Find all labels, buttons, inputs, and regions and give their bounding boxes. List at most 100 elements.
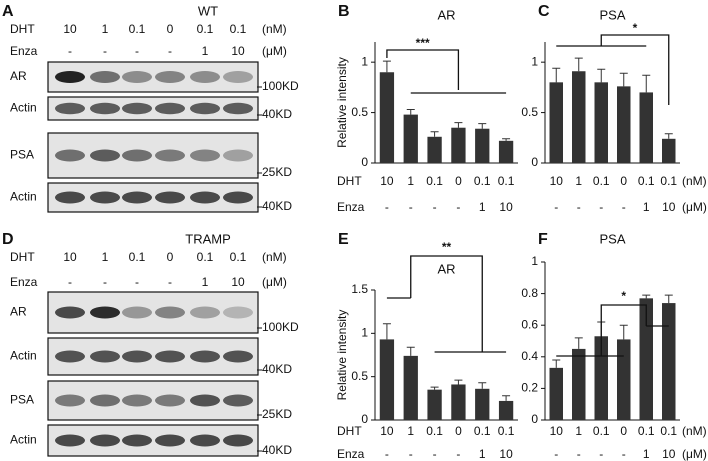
lane-label: 10: [63, 22, 77, 36]
x-tick-label: -: [554, 200, 558, 214]
lane-label: 0.1: [230, 250, 247, 264]
lane-label: 10: [63, 250, 77, 264]
blot-title: WT: [198, 3, 218, 18]
x-tick-label: 0.1: [474, 424, 491, 438]
x-tick-label: 0.1: [660, 424, 677, 438]
lane-label: 0.1: [230, 22, 247, 36]
error-bar: [406, 109, 415, 115]
blot-band: [190, 434, 220, 447]
protein-label: PSA: [10, 393, 34, 407]
y-tick-label: 1: [531, 254, 538, 268]
x-tick-label: 0.1: [593, 174, 610, 188]
x-tick-label: 0.1: [638, 424, 655, 438]
error-bar: [664, 133, 673, 139]
lane-label: -: [68, 44, 72, 58]
error-bar: [406, 346, 415, 356]
blot-band: [90, 394, 120, 407]
unit-label: (μM): [262, 44, 287, 58]
error-bar: [552, 359, 561, 368]
x-tick-label: -: [456, 200, 460, 214]
protein-label: Actin: [10, 101, 37, 115]
x-tick-label: -: [409, 447, 413, 461]
size-label: 40KD: [262, 107, 292, 121]
x-tick-label: 10: [380, 174, 394, 188]
blot-band: [190, 350, 220, 363]
blot-band: [55, 102, 85, 115]
blot-band: [155, 350, 185, 363]
x-tick-label: -: [577, 447, 581, 461]
blot-band: [122, 394, 152, 407]
blot-band: [223, 71, 253, 83]
blot-band: [223, 149, 253, 162]
lane-label: 10: [231, 275, 245, 289]
y-tick-label: 0.5: [351, 105, 368, 119]
unit-label: (μM): [682, 200, 707, 214]
blot-band: [223, 102, 253, 115]
blot-band: [122, 350, 152, 363]
x-tick-label: 0: [620, 174, 627, 188]
bar: [451, 384, 466, 420]
error-bar: [574, 57, 583, 72]
unit-label: (nM): [262, 250, 287, 264]
x-tick-label: -: [385, 200, 389, 214]
blot-band: [55, 350, 85, 363]
blot-band: [122, 434, 152, 447]
lane-label: 0: [167, 250, 174, 264]
blot-band: [122, 102, 152, 115]
bar: [403, 355, 418, 420]
blot-band: [223, 306, 253, 319]
row-label: Enza: [10, 44, 38, 58]
lane-label: -: [103, 275, 107, 289]
x-tick-label: 10: [499, 447, 513, 461]
x-tick-label: 1: [407, 174, 414, 188]
bar: [617, 339, 631, 420]
blot-band: [122, 306, 152, 319]
y-tick-label: 0.8: [521, 286, 538, 300]
blot-band: [55, 71, 85, 83]
blot-band: [55, 394, 85, 407]
x-tick-label: 10: [550, 174, 564, 188]
x-tick-label: 1: [643, 447, 650, 461]
blot-band: [190, 191, 220, 204]
blot-band: [55, 191, 85, 204]
lane-label: 0: [167, 22, 174, 36]
x-tick-label: -: [599, 200, 603, 214]
size-label: 25KD: [262, 407, 292, 421]
lane-label: 0.1: [129, 250, 146, 264]
x-tick-label: 10: [662, 447, 676, 461]
x-tick-label: -: [554, 447, 558, 461]
y-tick-label: 0: [361, 412, 368, 426]
x-tick-label: 1: [575, 174, 582, 188]
blot-band: [190, 394, 220, 407]
significance-label: *: [621, 289, 626, 303]
blot-band: [90, 350, 120, 363]
error-bar: [382, 323, 391, 340]
x-tick-label: 10: [662, 200, 676, 214]
chart-title: PSA: [599, 7, 625, 22]
lane-label: 1: [202, 275, 209, 289]
unit-label: (μM): [682, 447, 707, 461]
y-tick-label: 1: [361, 326, 368, 340]
unit-label: (μM): [262, 275, 287, 289]
error-bar: [502, 395, 511, 401]
bar: [572, 348, 586, 420]
lane-label: 0.1: [197, 22, 214, 36]
blot-band: [55, 306, 85, 319]
bar: [639, 92, 653, 163]
size-label: 40KD: [262, 443, 292, 457]
lane-label: 1: [102, 22, 109, 36]
error-bar: [478, 382, 487, 389]
blot-band: [90, 306, 120, 319]
x-tick-label: 0.1: [426, 174, 443, 188]
x-tick-label: -: [622, 200, 626, 214]
blot-band: [155, 191, 185, 204]
protein-label: Actin: [10, 349, 37, 363]
x-tick-label: 0: [455, 424, 462, 438]
error-bar: [382, 60, 391, 73]
x-tick-label: 0: [620, 424, 627, 438]
lane-label: 0.1: [129, 22, 146, 36]
y-tick-label: 0: [361, 155, 368, 169]
x-tick-label: 0.1: [474, 174, 491, 188]
blot-band: [155, 149, 185, 162]
x-tick-label: -: [577, 200, 581, 214]
